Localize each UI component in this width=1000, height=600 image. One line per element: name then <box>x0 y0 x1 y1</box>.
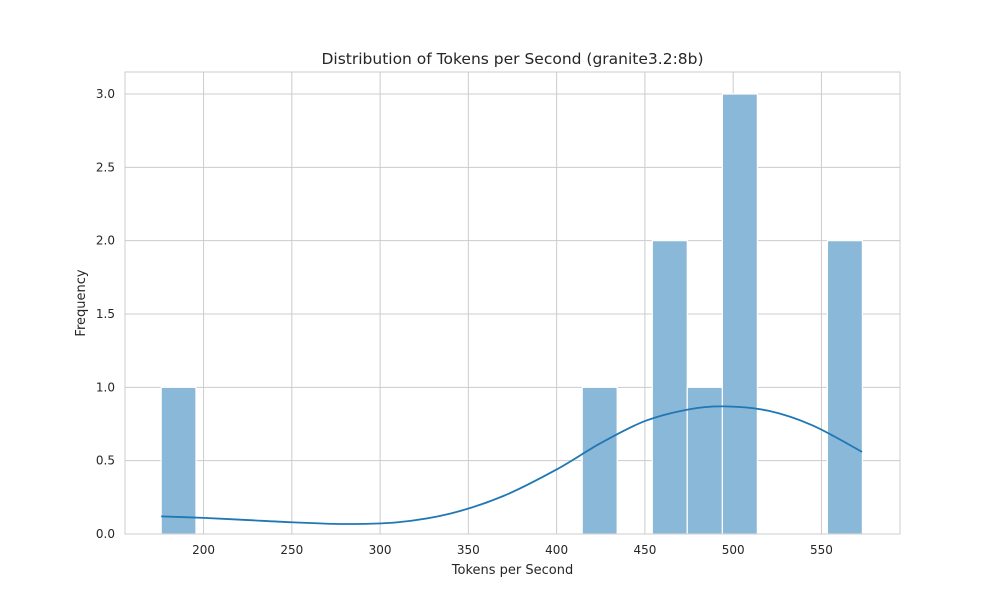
kde-curve <box>161 405 863 525</box>
x-tick-label: 200 <box>192 543 215 557</box>
x-tick-label: 350 <box>457 543 480 557</box>
y-tick-label: 1.0 <box>96 380 115 394</box>
x-tick-label: 500 <box>722 543 745 557</box>
histogram-bar <box>160 386 197 535</box>
histogram-bars <box>160 93 863 535</box>
chart-title: Distribution of Tokens per Second (grani… <box>321 50 703 68</box>
x-tick-label: 450 <box>633 543 656 557</box>
y-tick-label: 0.5 <box>96 454 115 468</box>
x-tick-label: 300 <box>369 543 392 557</box>
y-tick-label: 3.0 <box>96 87 115 101</box>
histogram-bar <box>651 240 688 535</box>
histogram-bar <box>826 240 863 535</box>
x-axis-ticks: 200 250 300 350 400 450 500 550 <box>192 543 833 557</box>
plot-frame <box>124 71 901 535</box>
y-axis-label: Frequency <box>74 269 89 336</box>
grid <box>125 72 900 535</box>
histogram-bar <box>686 386 724 535</box>
y-tick-label: 0.0 <box>96 527 115 541</box>
histogram-bar <box>721 93 758 535</box>
histogram-bar <box>581 386 618 535</box>
x-tick-label: 250 <box>280 543 303 557</box>
x-tick-label: 400 <box>545 543 568 557</box>
y-tick-label: 2.0 <box>96 234 115 248</box>
kde-curve-layer <box>161 405 863 525</box>
x-axis-label: Tokens per Second <box>451 563 573 578</box>
y-axis-ticks: 0.0 0.5 1.0 1.5 2.0 2.5 3.0 <box>96 87 115 541</box>
x-tick-label: 550 <box>810 543 833 557</box>
y-tick-label: 2.5 <box>96 160 115 174</box>
y-tick-label: 1.5 <box>96 307 115 321</box>
